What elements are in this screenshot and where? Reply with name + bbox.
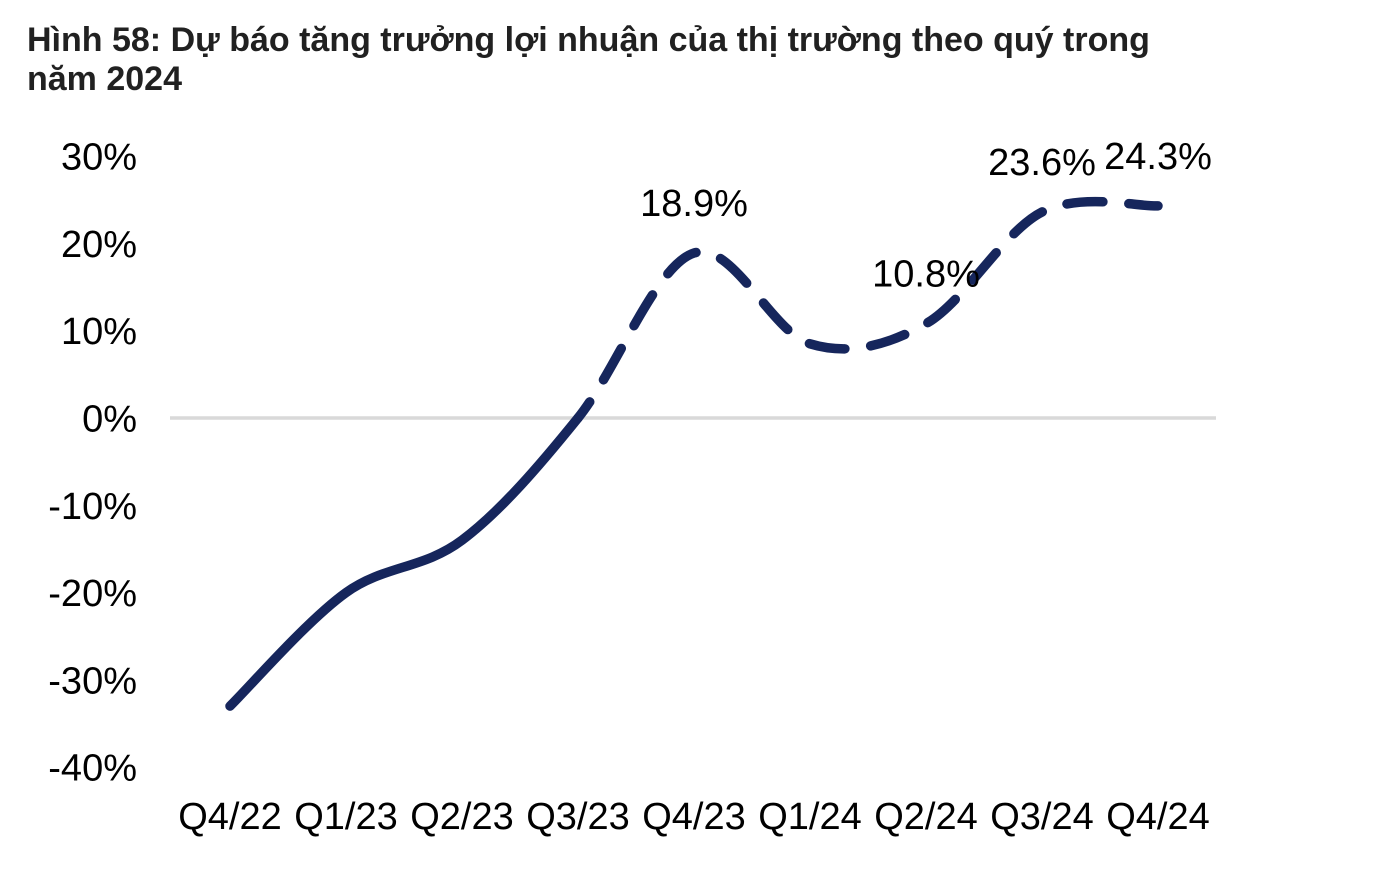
y-axis-tick-label: 20%	[61, 224, 137, 266]
figure-title-line1: Hình 58: Dự báo tăng trưởng lợi nhuận củ…	[27, 21, 1150, 59]
x-axis-category-label: Q1/24	[758, 796, 862, 838]
figure-title: Hình 58: Dự báo tăng trưởng lợi nhuận củ…	[27, 21, 1150, 99]
x-axis-category-label: Q2/24	[874, 796, 978, 838]
x-axis-category-label: Q2/23	[410, 796, 514, 838]
x-axis-category-label: Q3/24	[990, 796, 1094, 838]
series-line-actual	[225, 413, 583, 711]
y-axis-tick-label: -30%	[48, 660, 137, 702]
figure-title-line2: năm 2024	[27, 60, 182, 98]
x-axis-category-label: Q4/23	[642, 796, 746, 838]
y-axis-tick-label: -40%	[48, 748, 137, 790]
y-axis-tick-label: 10%	[61, 311, 137, 353]
x-axis-category-label: Q4/24	[1106, 796, 1210, 838]
x-axis-category-label: Q4/22	[178, 796, 282, 838]
data-label: 18.9%	[640, 183, 748, 225]
data-label: 23.6%	[988, 142, 1096, 184]
series-line-forecast	[573, 196, 1163, 423]
data-label: 10.8%	[872, 254, 980, 296]
x-axis-category-label: Q3/23	[526, 796, 630, 838]
data-label: 24.3%	[1104, 136, 1212, 178]
y-axis-tick-label: 0%	[82, 399, 137, 441]
y-axis-tick-label: -10%	[48, 486, 137, 528]
x-axis-category-label: Q1/23	[294, 796, 398, 838]
y-axis-tick-label: 30%	[61, 137, 137, 179]
y-axis-tick-label: -20%	[48, 573, 137, 615]
